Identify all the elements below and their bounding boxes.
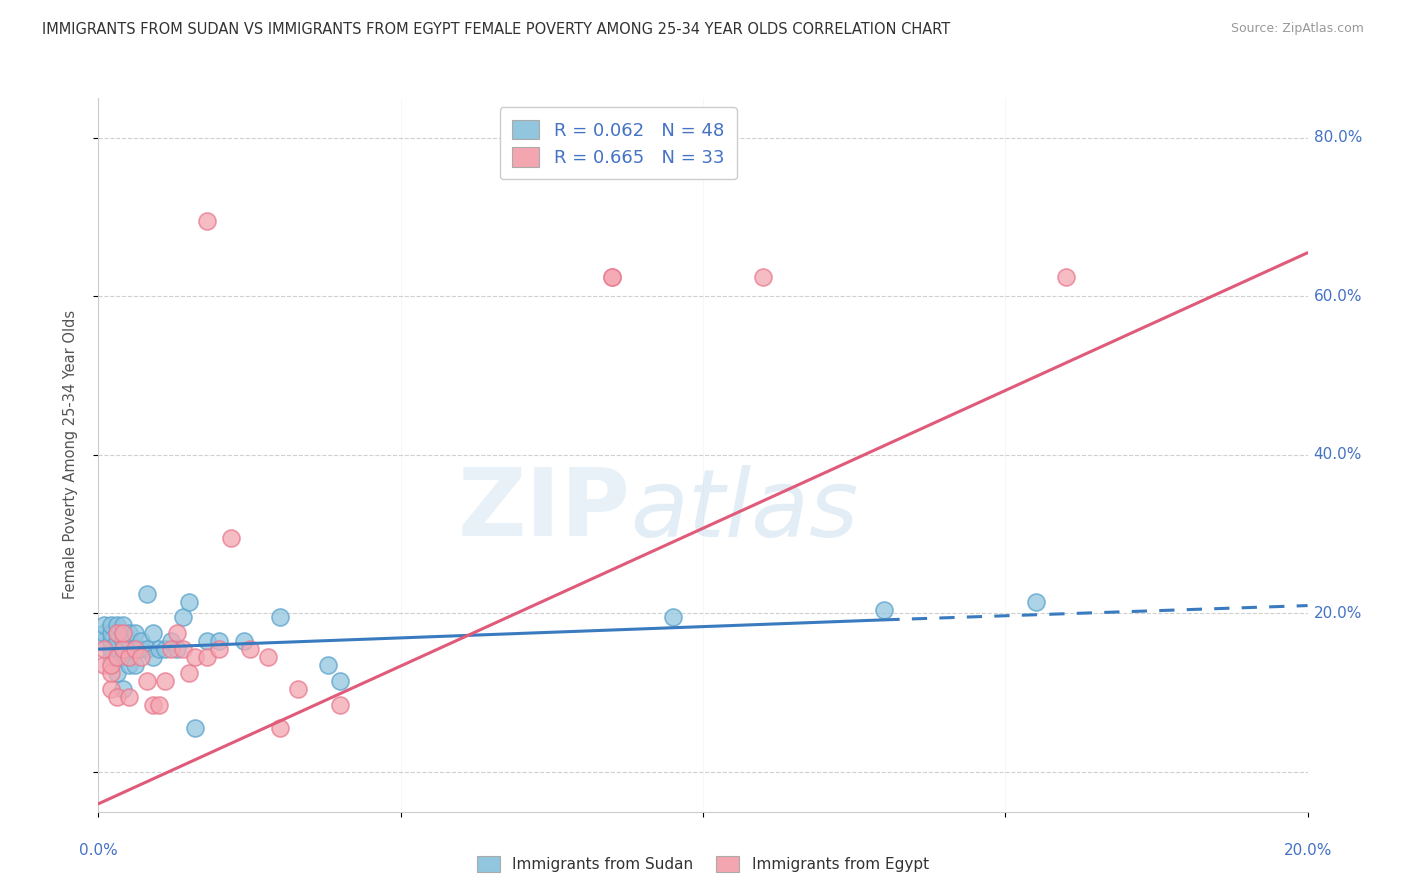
Point — [661, 610, 683, 624]
Point — [166, 626, 188, 640]
Point — [105, 642, 128, 657]
Point — [602, 269, 624, 284]
Point — [118, 650, 141, 665]
Text: Source: ZipAtlas.com: Source: ZipAtlas.com — [1230, 22, 1364, 36]
Legend: Immigrants from Sudan, Immigrants from Egypt: Immigrants from Sudan, Immigrants from E… — [470, 848, 936, 880]
Point — [111, 642, 134, 657]
Point — [172, 642, 194, 657]
Point — [232, 634, 254, 648]
Point — [118, 690, 141, 704]
Point — [287, 681, 309, 696]
Point — [129, 650, 152, 665]
Point — [160, 642, 183, 657]
Point — [602, 269, 624, 284]
Legend: R = 0.062   N = 48, R = 0.665   N = 33: R = 0.062 N = 48, R = 0.665 N = 33 — [499, 107, 737, 179]
Point — [329, 698, 352, 712]
Point — [160, 634, 183, 648]
Point — [105, 690, 128, 704]
Point — [172, 610, 194, 624]
Point — [124, 642, 146, 657]
Point — [124, 658, 146, 673]
Point — [100, 634, 122, 648]
Point — [208, 634, 231, 648]
Point — [1054, 269, 1077, 284]
Text: 60.0%: 60.0% — [1313, 289, 1362, 304]
Point — [239, 642, 262, 657]
Point — [177, 665, 201, 680]
Point — [221, 531, 243, 545]
Point — [111, 618, 134, 632]
Point — [142, 698, 165, 712]
Point — [153, 642, 176, 657]
Text: 80.0%: 80.0% — [1313, 130, 1362, 145]
Point — [269, 722, 291, 736]
Point — [111, 626, 134, 640]
Point — [105, 650, 128, 665]
Point — [100, 665, 122, 680]
Point — [873, 602, 896, 616]
Point — [111, 650, 134, 665]
Point — [93, 634, 115, 648]
Point — [195, 634, 218, 648]
Point — [195, 650, 218, 665]
Point — [93, 618, 115, 632]
Point — [166, 642, 188, 657]
Point — [124, 642, 146, 657]
Point — [100, 658, 122, 673]
Point — [118, 626, 141, 640]
Text: atlas: atlas — [630, 465, 859, 556]
Point — [256, 650, 278, 665]
Point — [135, 673, 157, 688]
Point — [100, 618, 122, 632]
Point — [105, 665, 128, 680]
Point — [93, 642, 115, 657]
Point — [184, 722, 207, 736]
Point — [177, 594, 201, 608]
Point — [124, 626, 146, 640]
Point — [129, 634, 152, 648]
Text: 20.0%: 20.0% — [1284, 844, 1331, 858]
Text: 0.0%: 0.0% — [79, 844, 118, 858]
Point — [208, 642, 231, 657]
Point — [105, 634, 128, 648]
Point — [118, 650, 141, 665]
Text: 20.0%: 20.0% — [1313, 606, 1362, 621]
Point — [148, 642, 170, 657]
Point — [118, 634, 141, 648]
Point — [105, 626, 128, 640]
Point — [1024, 594, 1046, 608]
Point — [135, 642, 157, 657]
Point — [329, 673, 352, 688]
Point — [105, 618, 128, 632]
Point — [100, 650, 122, 665]
Text: 40.0%: 40.0% — [1313, 448, 1362, 462]
Point — [142, 650, 165, 665]
Point — [100, 681, 122, 696]
Point — [100, 642, 122, 657]
Point — [153, 673, 176, 688]
Point — [195, 214, 218, 228]
Point — [752, 269, 775, 284]
Point — [93, 658, 115, 673]
Point — [148, 698, 170, 712]
Point — [269, 610, 291, 624]
Y-axis label: Female Poverty Among 25-34 Year Olds: Female Poverty Among 25-34 Year Olds — [63, 310, 77, 599]
Point — [142, 626, 165, 640]
Point — [111, 634, 134, 648]
Point — [105, 626, 128, 640]
Point — [93, 626, 115, 640]
Point — [129, 642, 152, 657]
Point — [111, 681, 134, 696]
Point — [105, 650, 128, 665]
Point — [135, 587, 157, 601]
Text: IMMIGRANTS FROM SUDAN VS IMMIGRANTS FROM EGYPT FEMALE POVERTY AMONG 25-34 YEAR O: IMMIGRANTS FROM SUDAN VS IMMIGRANTS FROM… — [42, 22, 950, 37]
Point — [184, 650, 207, 665]
Point — [118, 658, 141, 673]
Point — [118, 642, 141, 657]
Point — [100, 626, 122, 640]
Point — [316, 658, 339, 673]
Text: ZIP: ZIP — [457, 465, 630, 557]
